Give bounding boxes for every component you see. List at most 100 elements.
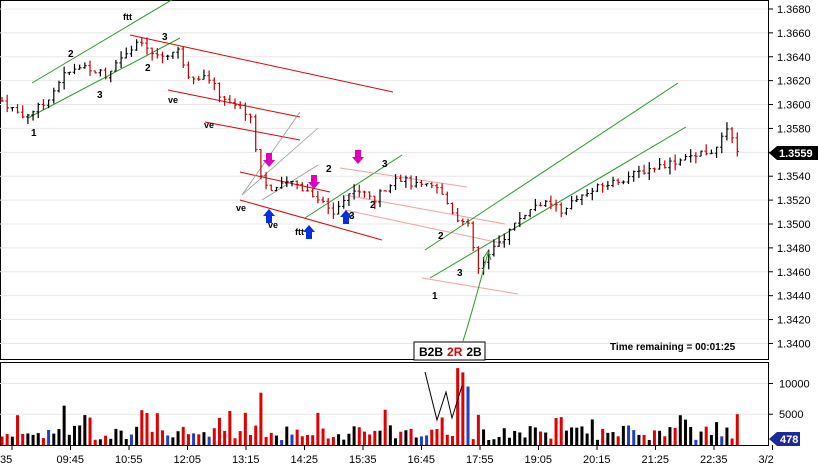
- channel-line: [304, 154, 403, 219]
- up-arrow-icon: [340, 210, 352, 224]
- volume-bar: [342, 439, 346, 445]
- label-2-green-2: 2: [438, 231, 444, 242]
- time-tick-label: 16:45: [408, 454, 436, 466]
- volume-bar: [21, 433, 25, 445]
- volume-bar: [0, 436, 4, 445]
- volume-bar: [549, 438, 553, 445]
- volume-bar: [176, 431, 180, 445]
- volume-bar: [652, 430, 656, 445]
- volume-bar: [456, 368, 460, 445]
- volume-bar: [140, 410, 144, 445]
- price-tick-label: 1.3660: [777, 28, 811, 40]
- volume-bar: [528, 426, 532, 445]
- current-volume-marker: 478: [769, 432, 800, 446]
- volume-bar: [435, 428, 439, 445]
- channel-line: [167, 89, 301, 118]
- volume-bar: [518, 432, 522, 445]
- volume-bar: [616, 436, 620, 445]
- volume-bar: [254, 425, 258, 445]
- volume-zigzag: [424, 371, 463, 422]
- fan-line: [241, 127, 319, 196]
- volume-bar: [57, 429, 61, 445]
- volume-bar: [399, 431, 403, 445]
- time-axis: 35 09:45 10:55 12:05 13:15 14:25 15:35 16:45 17:…: [0, 445, 774, 466]
- label-ve: ve: [168, 95, 178, 105]
- volume-bar: [735, 414, 739, 445]
- volume-bar: [663, 436, 667, 445]
- price-panel-frame: [0, 0, 769, 360]
- current-price-marker: 1.3559: [769, 146, 818, 160]
- annotation-labels: ftt 2 3 1 3 2 ve ve ve ve ftt 2 3 3 2 2 …: [31, 12, 463, 302]
- volume-bar: [409, 428, 413, 445]
- price-tick-label: 1.3420: [777, 315, 811, 327]
- volume-bar: [72, 425, 76, 445]
- volume-bar: [590, 419, 594, 445]
- volume-bar: [627, 425, 631, 445]
- fan-line: [261, 164, 319, 201]
- volume-bar: [129, 434, 133, 445]
- volume-bar: [290, 434, 294, 445]
- volume-bar: [554, 418, 558, 445]
- price-tick-label: 1.3460: [777, 267, 811, 279]
- volume-bar: [243, 412, 247, 445]
- volume-bar: [98, 439, 102, 445]
- channel-line: [27, 37, 181, 119]
- volume-bar: [311, 435, 315, 445]
- current-price-label: 1.3559: [779, 148, 813, 160]
- price-tick-label: 1.3620: [777, 76, 811, 88]
- volume-bar: [513, 430, 517, 445]
- volume-bar: [124, 439, 128, 445]
- volume-bar: [269, 432, 273, 445]
- volume-bar: [425, 435, 429, 445]
- volume-bar: [357, 427, 361, 445]
- label-3-green-2: 3: [457, 268, 463, 279]
- volume-bar: [26, 433, 30, 445]
- channel-line: [421, 277, 519, 295]
- volume-bar: [564, 430, 568, 445]
- channel-line: [344, 209, 506, 245]
- volume-bar: [595, 439, 599, 445]
- channel-line: [429, 126, 687, 279]
- channel-line: [424, 82, 679, 251]
- volume-bar: [171, 437, 175, 445]
- volume-bar: [347, 433, 351, 445]
- volume-bar: [725, 427, 729, 445]
- volume-bar: [689, 426, 693, 445]
- volume-bar: [78, 425, 82, 445]
- volume-bar: [249, 434, 253, 445]
- volume-bar: [321, 428, 325, 445]
- volume-bar: [186, 434, 190, 445]
- volume-bar: [642, 434, 646, 445]
- volume-bar: [694, 439, 698, 445]
- price-tick-label: 1.3400: [777, 338, 811, 350]
- volume-bar: [461, 372, 465, 445]
- volume-bar: [93, 439, 97, 445]
- time-tick-label: 15:35: [349, 454, 377, 466]
- volume-bar: [715, 422, 719, 445]
- volume-bar: [471, 439, 475, 445]
- volume-bar: [192, 433, 196, 445]
- volume-bar: [704, 426, 708, 445]
- volume-bar: [228, 411, 232, 445]
- price-tick-label: 1.3640: [777, 52, 811, 64]
- label-ftt-red: ftt: [295, 227, 304, 237]
- down-arrow-icon: [308, 175, 320, 189]
- volume-bar: [114, 428, 118, 445]
- volume-tick-label: 5000: [779, 409, 803, 421]
- price-tick-label: 1.3600: [777, 100, 811, 112]
- volume-bar: [373, 430, 377, 445]
- label-ve: ve: [204, 120, 214, 130]
- price-tick-label: 1.3440: [777, 291, 811, 303]
- volume-bar: [580, 426, 584, 445]
- volume-bar: [414, 437, 418, 445]
- time-tick-label: 19:05: [525, 454, 553, 466]
- volume-bar: [647, 439, 651, 445]
- label-3: 3: [97, 90, 103, 101]
- volume-bar: [155, 413, 159, 445]
- volume-bar: [383, 409, 387, 445]
- volume-bar: [539, 431, 543, 445]
- time-tick-label: 35: [0, 454, 12, 466]
- label-3-red: 3: [162, 32, 168, 43]
- grid: [0, 8, 768, 415]
- volume-bar: [238, 431, 242, 445]
